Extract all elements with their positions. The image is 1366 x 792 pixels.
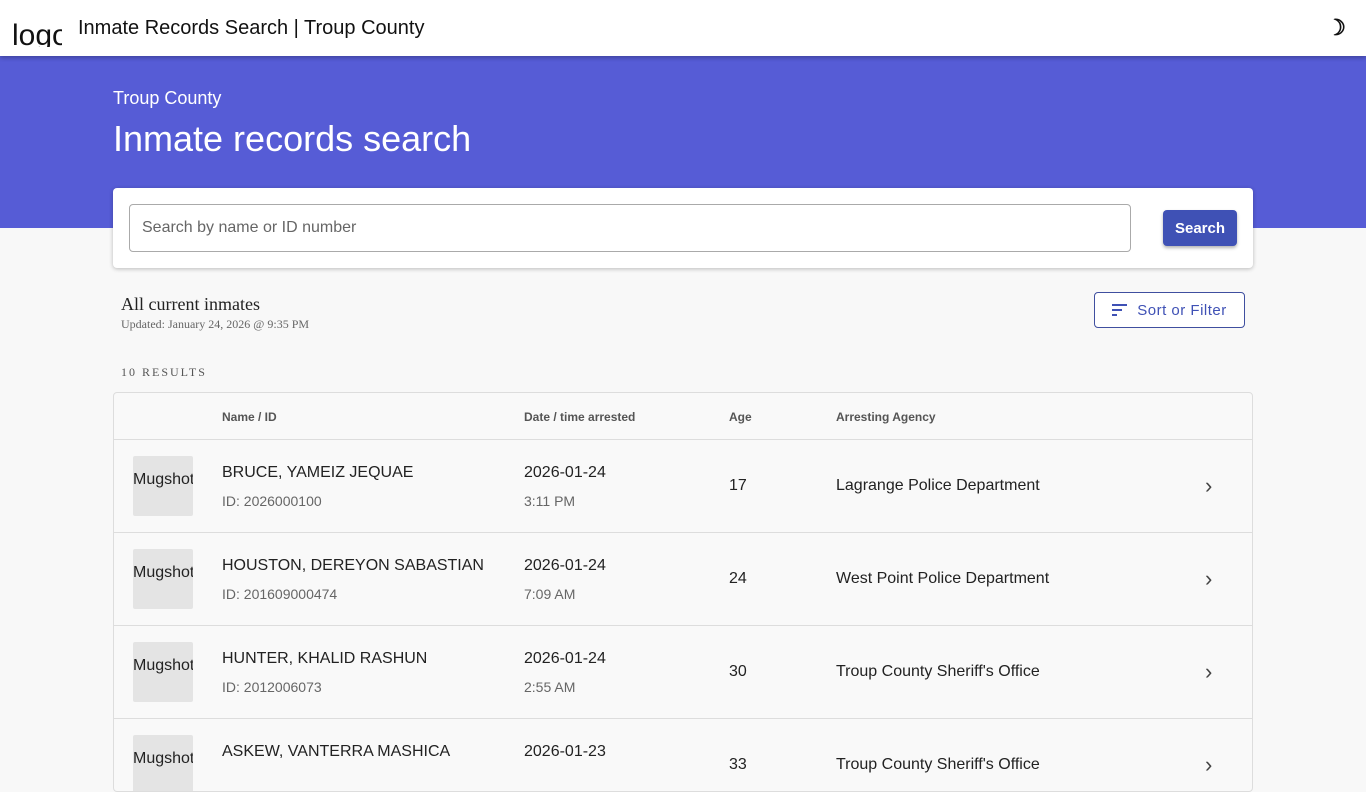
inmate-id: ID: 2026000100 (222, 493, 322, 509)
chevron-right-icon[interactable]: › (1205, 752, 1213, 777)
top-bar: logo Inmate Records Search | Troup Count… (0, 0, 1366, 56)
inmate-name: BRUCE, YAMEIZ JEQUAE (222, 464, 414, 481)
page-title: Inmate records search (113, 118, 472, 159)
header-date: Date / time arrested (524, 410, 636, 424)
header-agency: Arresting Agency (836, 410, 936, 424)
header-name: Name / ID (222, 410, 277, 424)
search-card: Search (113, 188, 1253, 268)
inmate-age: 17 (729, 477, 747, 494)
logo[interactable]: logo (12, 19, 62, 48)
mugshot-image: Mugshot (133, 642, 193, 702)
header-age: Age (729, 410, 752, 424)
arresting-agency: West Point Police Department (836, 570, 1050, 587)
table-row[interactable]: Mugshot HOUSTON, DEREYON SABASTIAN ID: 201… (114, 533, 1252, 626)
search-input[interactable] (129, 204, 1131, 252)
table-row[interactable]: Mugshot HUNTER, KHALID RASHUN ID: 20120060… (114, 626, 1252, 719)
arrest-date: 2026-01-24 (524, 557, 606, 574)
inmate-id: ID: 2012006073 (222, 679, 322, 695)
arrest-time: 2:55 AM (524, 679, 576, 695)
arrest-time: 7:09 AM (524, 586, 576, 602)
filter-list-icon (1112, 304, 1128, 316)
county-label: Troup County (113, 88, 222, 108)
sort-filter-button[interactable]: Sort or Filter (1094, 292, 1245, 328)
arresting-agency: Troup County Sheriff's Office (836, 663, 1040, 680)
inmate-name: HOUSTON, DEREYON SABASTIAN (222, 557, 484, 574)
arresting-agency: Troup County Sheriff's Office (836, 756, 1040, 773)
arrest-time: 3:11 PM (524, 493, 576, 509)
inmate-age: 33 (729, 756, 747, 773)
arrest-date: 2026-01-23 (524, 743, 606, 760)
chevron-right-icon[interactable]: › (1205, 566, 1213, 591)
search-button[interactable]: Search (1163, 210, 1237, 246)
sort-filter-label: Sort or Filter (1137, 301, 1227, 319)
mugshot-image: Mugshot (133, 735, 193, 791)
chevron-right-icon[interactable]: › (1205, 659, 1213, 684)
inmate-id: ID: 201609000474 (222, 586, 338, 602)
table-header: Name / ID Date / time arrested Age Arres… (114, 393, 1252, 440)
inmate-name: ASKEW, VANTERRA MASHICA (222, 743, 451, 760)
arrest-date: 2026-01-24 (524, 650, 606, 667)
arrest-date: 2026-01-24 (524, 464, 606, 481)
updated-timestamp: Updated: January 24, 2026 @ 9:35 PM (121, 317, 310, 331)
chevron-right-icon[interactable]: › (1205, 473, 1213, 498)
table-row[interactable]: Mugshot ASKEW, VANTERRA MASHICA 2026-01-23… (114, 719, 1252, 791)
table-row[interactable]: Mugshot BRUCE, YAMEIZ JEQUAE ID: 202600010… (114, 440, 1252, 533)
results-count: 10 RESULTS (121, 365, 207, 379)
section-title: All current inmates (121, 294, 260, 314)
inmate-age: 30 (729, 663, 747, 680)
mugshot-image: Mugshot (133, 549, 193, 609)
inmate-name: HUNTER, KHALID RASHUN (222, 650, 428, 667)
moon-icon[interactable]: ☽ (1326, 15, 1346, 40)
inmates-table: Name / ID Date / time arrested Age Arres… (113, 392, 1253, 792)
inmate-age: 24 (729, 570, 747, 587)
app-title: Inmate Records Search | Troup County (78, 17, 425, 39)
arresting-agency: Lagrange Police Department (836, 477, 1040, 494)
mugshot-image: Mugshot (133, 456, 193, 516)
